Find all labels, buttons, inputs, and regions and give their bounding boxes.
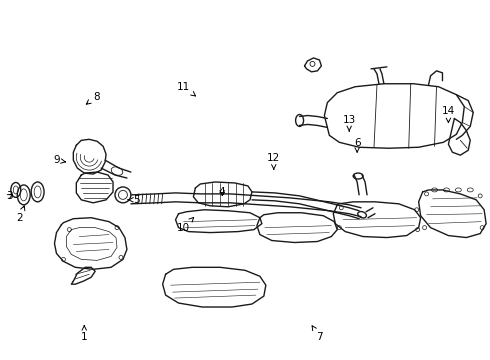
Text: 9: 9: [53, 155, 66, 165]
Text: 3: 3: [6, 191, 13, 201]
Text: 12: 12: [267, 153, 280, 169]
Text: 2: 2: [17, 206, 25, 223]
Text: 1: 1: [81, 326, 88, 342]
Text: 7: 7: [312, 326, 323, 342]
Text: 6: 6: [354, 138, 361, 152]
Text: 13: 13: [343, 116, 356, 131]
Text: 11: 11: [177, 82, 196, 96]
Text: 8: 8: [86, 92, 99, 104]
Text: 4: 4: [219, 187, 225, 197]
Text: 5: 5: [128, 195, 140, 205]
Text: 14: 14: [442, 105, 455, 122]
Text: 10: 10: [177, 217, 194, 233]
